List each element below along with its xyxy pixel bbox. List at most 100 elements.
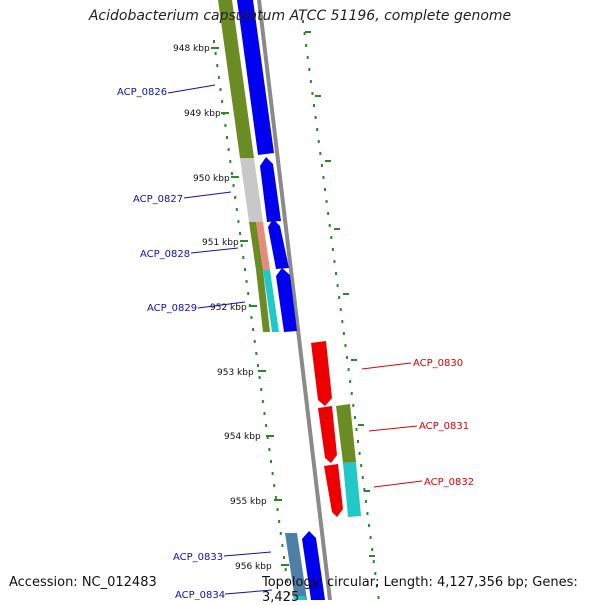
ruler-dot (377, 596, 380, 599)
gene-label-acp-0832[interactable]: ACP_0832 (424, 477, 474, 488)
ruler-dot (322, 176, 325, 179)
ruler-dot (217, 76, 220, 79)
ruler-dot (342, 332, 345, 335)
cog-band (249, 222, 263, 270)
ruler-dot (287, 592, 290, 595)
ruler-dot (270, 460, 272, 463)
ruler-dot (239, 232, 242, 235)
ruler-dot (327, 212, 330, 215)
cog-band (293, 596, 306, 600)
gene-label-acp-0826[interactable]: ACP_0826 (117, 87, 167, 98)
ruler-dot (258, 376, 261, 379)
ruler-dot (349, 380, 352, 383)
ruler-dot (261, 400, 264, 403)
cog-bands-forward (218, 0, 307, 600)
leader-line (361, 362, 412, 370)
gene-label-acp-0831[interactable]: ACP_0831 (419, 421, 469, 432)
ruler-dot (313, 104, 316, 107)
ruler-dot (320, 164, 323, 167)
tick-label: 948 kbp (173, 44, 210, 54)
ruler-dot (255, 352, 258, 355)
ruler-dot (317, 140, 320, 143)
ruler-dot (314, 116, 317, 119)
leader-line (368, 425, 418, 432)
gene-label-acp-0827[interactable]: ACP_0827 (133, 194, 183, 205)
gene-labels: ACP_0826 ACP_0827 ACP_0828 ACP_0829 ACP_… (117, 84, 474, 600)
ruler-ticks: 948 kbp 949 kbp 950 kbp 951 kbp 952 kbp … (173, 44, 289, 572)
ruler-dot (368, 524, 371, 527)
ruler-dot (339, 308, 342, 311)
leader-line (373, 480, 423, 488)
cog-band (240, 158, 263, 222)
gene-arrow-acp-0826 (237, 0, 274, 155)
ruler-dot (252, 328, 255, 331)
leader-line (190, 247, 239, 254)
ruler-dot (366, 512, 369, 515)
ruler-dot (341, 320, 344, 323)
ruler-dot (303, 32, 306, 35)
ruler-dot (361, 476, 364, 479)
gene-label-acp-0828[interactable]: ACP_0828 (140, 249, 190, 260)
ruler-dots (213, 20, 380, 599)
ruler-dot (347, 368, 350, 371)
ruler-dot (240, 244, 243, 247)
ruler-dot (250, 316, 253, 319)
ruler-dot (279, 532, 282, 535)
cog-band (256, 270, 270, 332)
ruler-dot (227, 148, 230, 151)
ruler-ticks-right (305, 31, 375, 557)
reverse-genes (311, 341, 343, 517)
tick-label: 955 kbp (230, 497, 267, 507)
ruler-dot (234, 196, 237, 199)
ruler-dot (253, 340, 256, 343)
ruler-dot (242, 256, 245, 259)
ruler-dot (235, 208, 238, 211)
ruler-dot (263, 412, 266, 415)
gene-arrow-acp-0830 (311, 341, 332, 406)
cog-bands-reverse (336, 404, 361, 517)
gene-arrow-acp-0833 (302, 531, 325, 600)
cog-band (263, 270, 279, 332)
ruler-dot (372, 560, 375, 563)
ruler-dot (286, 580, 289, 583)
ruler-dot (316, 128, 319, 131)
ruler-dot (338, 296, 341, 299)
ruler-dot (305, 44, 308, 47)
ruler-dot (278, 520, 281, 523)
ruler-dot (243, 268, 246, 271)
ruler-dot (281, 544, 284, 547)
ruler-dot (333, 260, 336, 263)
gene-label-acp-0833[interactable]: ACP_0833 (173, 552, 223, 563)
ruler-dot (319, 152, 322, 155)
ruler-dot (216, 64, 219, 67)
ruler-dot (311, 92, 314, 95)
gene-label-acp-0830[interactable]: ACP_0830 (413, 358, 463, 369)
ruler-dot (344, 344, 347, 347)
ruler-dot (364, 500, 367, 503)
tick-label: 951 kbp (202, 238, 239, 248)
ruler-dot (335, 272, 338, 275)
ruler-dot (213, 40, 215, 43)
ruler-dot (360, 464, 363, 467)
ruler-dot (328, 224, 331, 227)
leader-line (223, 551, 272, 557)
leader-line (183, 191, 232, 199)
ruler-dot (375, 584, 378, 587)
ruler-dot (302, 20, 304, 23)
genome-summary: Topology: circular; Length: 4,127,356 bp… (262, 575, 578, 605)
ruler-dot (374, 572, 377, 575)
ruler-dot (224, 124, 227, 127)
tick-label: 954 kbp (224, 432, 261, 442)
gene-label-acp-0829[interactable]: ACP_0829 (147, 303, 197, 314)
ruler-dot (325, 200, 328, 203)
ruler-dot (350, 392, 353, 395)
gene-arrow-acp-0827 (260, 157, 281, 222)
ruler-dot (268, 448, 271, 451)
ruler-dot (355, 428, 358, 431)
forward-genes (237, 0, 325, 600)
leader-line (167, 84, 216, 94)
ruler-dot (283, 556, 286, 559)
gene-label-acp-0834[interactable]: ACP_0834 (175, 590, 225, 600)
ruler-dot (330, 236, 333, 239)
ruler-dot (309, 80, 312, 83)
